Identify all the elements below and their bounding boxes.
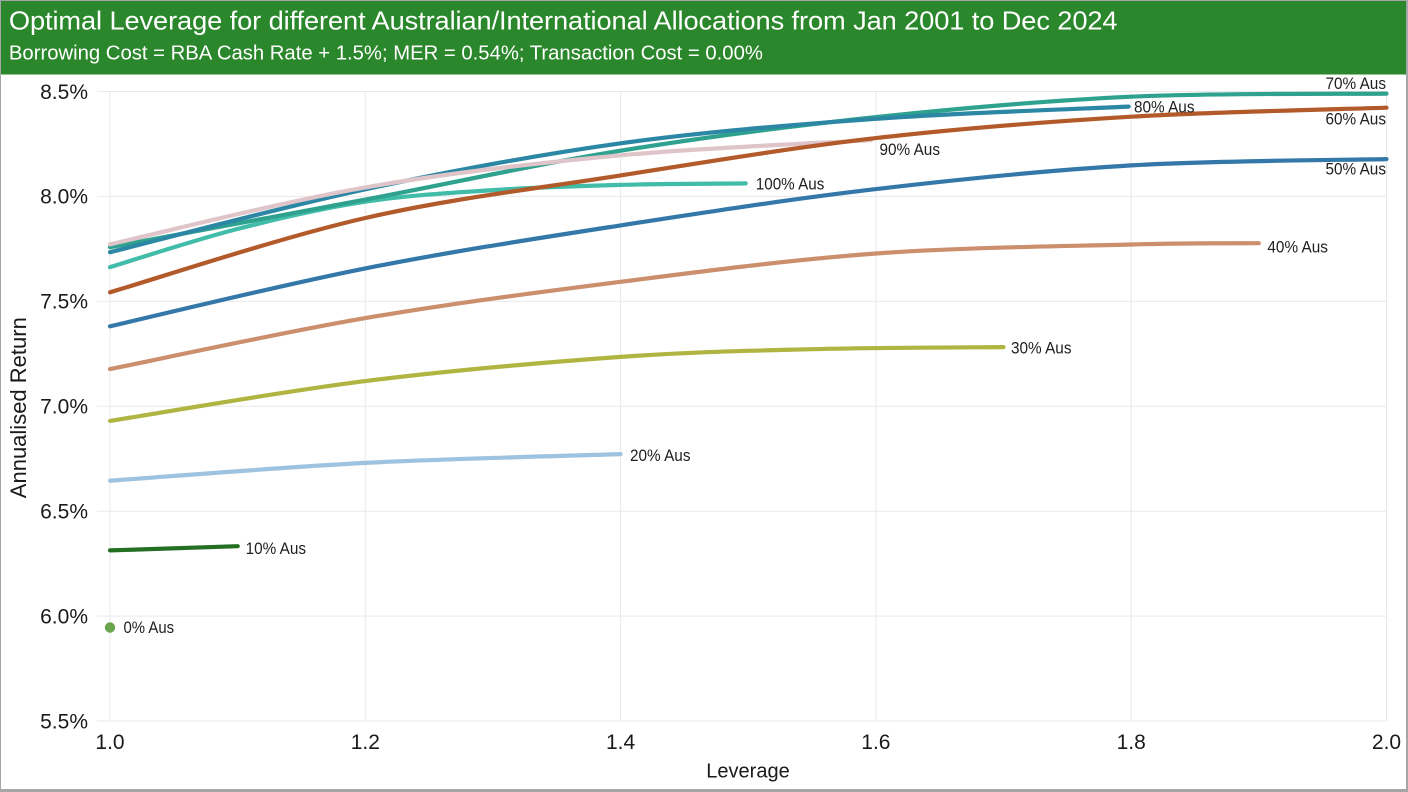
- svg-text:8.0%: 8.0%: [40, 186, 88, 209]
- svg-text:100% Aus: 100% Aus: [756, 174, 825, 193]
- svg-text:80% Aus: 80% Aus: [1134, 97, 1195, 116]
- svg-text:1.6: 1.6: [861, 731, 890, 754]
- svg-text:70% Aus: 70% Aus: [1326, 74, 1387, 93]
- svg-text:2.0: 2.0: [1372, 731, 1401, 754]
- svg-text:1.0: 1.0: [95, 731, 124, 754]
- svg-text:Leverage: Leverage: [706, 761, 789, 783]
- svg-text:8.5%: 8.5%: [40, 81, 88, 104]
- svg-text:7.0%: 7.0%: [40, 396, 88, 419]
- svg-text:20% Aus: 20% Aus: [630, 446, 691, 465]
- svg-text:0% Aus: 0% Aus: [124, 618, 175, 637]
- svg-text:6.0%: 6.0%: [40, 605, 88, 628]
- svg-text:1.4: 1.4: [606, 731, 636, 754]
- svg-text:5.5%: 5.5%: [40, 710, 88, 733]
- svg-text:90% Aus: 90% Aus: [880, 140, 941, 159]
- svg-text:Optimal Leverage for different: Optimal Leverage for different Australia…: [9, 6, 1118, 36]
- svg-text:6.5%: 6.5%: [40, 501, 88, 524]
- svg-text:50% Aus: 50% Aus: [1326, 159, 1387, 178]
- svg-text:10% Aus: 10% Aus: [246, 539, 307, 558]
- svg-text:30% Aus: 30% Aus: [1011, 338, 1072, 357]
- svg-text:40% Aus: 40% Aus: [1267, 237, 1328, 256]
- svg-text:7.5%: 7.5%: [40, 291, 88, 314]
- svg-text:1.2: 1.2: [351, 731, 380, 754]
- svg-text:Annualised Return: Annualised Return: [6, 317, 31, 498]
- svg-text:60% Aus: 60% Aus: [1326, 109, 1387, 128]
- svg-text:1.8: 1.8: [1117, 731, 1146, 754]
- svg-text:Borrowing Cost = RBA Cash Rate: Borrowing Cost = RBA Cash Rate + 1.5%; M…: [9, 43, 763, 65]
